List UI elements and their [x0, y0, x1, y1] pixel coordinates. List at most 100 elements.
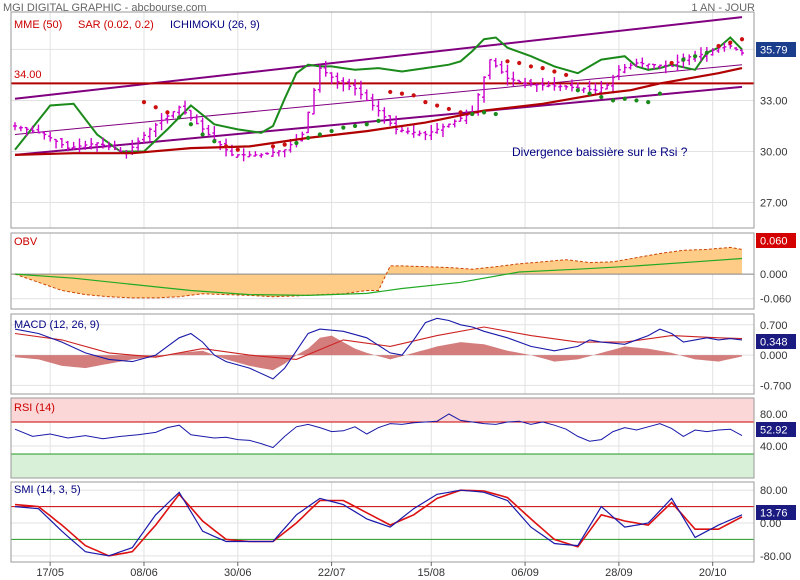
legend-sar: SAR (0.02, 0.2): [78, 19, 154, 31]
y-tick-price-2: 33.00: [760, 95, 788, 107]
sar-dot-40: [634, 98, 639, 103]
sar-dot-35: [575, 88, 580, 93]
sar-dot-47: [716, 43, 721, 49]
sar-dot-24: [446, 106, 451, 112]
sar-dot-46: [704, 50, 709, 55]
sar-dot-17: [364, 122, 369, 127]
obv-panel: [11, 246, 754, 299]
rsi-panel: [11, 413, 754, 455]
y-tick-price-0: 27.00: [760, 197, 788, 209]
y-tick-obv-0: -0.060: [760, 294, 791, 306]
x-tick-6: 28/09: [605, 567, 633, 579]
sar-dot-28: [493, 111, 498, 117]
sar-dot-37: [599, 94, 604, 100]
smi-signal-line: [14, 489, 743, 557]
frame-price: [10, 11, 755, 229]
sar-dot-3: [177, 115, 182, 120]
y-tick-smi-1: 0.00: [760, 518, 781, 530]
obv-last-value: 0.060: [760, 236, 788, 248]
legend-obv: OBV: [14, 236, 38, 248]
sar-dot-42: [657, 91, 663, 96]
sar-dot-10: [282, 142, 287, 147]
y-tick-rsi-0: 40.00: [760, 441, 788, 453]
macd-histogram: [15, 335, 742, 371]
macd-line: [14, 317, 743, 380]
chart-title: MGI DIGITAL GRAPHIC - abcbourse.com: [3, 2, 207, 14]
sar-dot-2: [165, 110, 170, 115]
obv-signal-line: [14, 257, 743, 297]
macd-signal-line: [14, 326, 743, 360]
smi-last-value: 13.76: [760, 508, 788, 520]
annotation-text: Divergence baissière sur le Rsi ?: [512, 145, 688, 159]
sar-dot-12: [306, 135, 311, 140]
sar-dot-23: [435, 103, 440, 108]
sar-dot-7: [223, 144, 229, 149]
mme-line: [14, 67, 743, 156]
x-tick-4: 15/08: [418, 567, 446, 579]
x-tick-1: 08/06: [130, 567, 158, 579]
sar-dot-29: [505, 59, 510, 64]
frame-macd: [10, 313, 755, 395]
y-tick-macd-1: 0.000: [760, 350, 788, 362]
macd-last-badge: 0.348: [756, 334, 796, 349]
sar-dot-25: [458, 110, 463, 115]
sar-dot-26: [470, 111, 475, 117]
sar-dot-32: [540, 66, 545, 71]
sar-dot-19: [388, 89, 393, 95]
sar-dot-6: [212, 139, 217, 144]
rsi-last-value: 52.92: [760, 425, 788, 437]
legend-ichimoku: ICHIMOKU (26, 9): [170, 19, 260, 31]
sar-dot-27: [481, 110, 487, 115]
sar-dot-21: [411, 93, 416, 98]
rsi-line: [14, 413, 743, 449]
y-tick-smi-0: -80.00: [760, 551, 791, 563]
y-tick-macd-2: 0.700: [760, 320, 788, 332]
price-legend: MME (50) SAR (0.02, 0.2) ICHIMOKU (26, 9…: [14, 19, 260, 31]
price-last-value: 35.79: [760, 45, 788, 57]
rsi-last-badge: 52.92: [756, 422, 796, 437]
ichimoku-line: [14, 36, 743, 153]
sar-dot-18: [376, 118, 381, 123]
obv-last-badge: 0.060: [756, 233, 796, 248]
y-tick-obv-1: 0.000: [760, 269, 788, 281]
obv-line: [14, 246, 743, 299]
y-axis-labels: 27.0030.0033.0036.00-0.0600.000-0.7000.0…: [760, 44, 791, 562]
sar-dot-20: [399, 91, 405, 96]
channel-mid-line: [14, 64, 743, 135]
x-tick-0: 17/05: [36, 567, 64, 579]
sar-dot-13: [317, 132, 322, 137]
x-tick-2: 30/06: [224, 567, 252, 579]
sar-dot-33: [552, 69, 557, 74]
legend-smi: SMI (14, 3, 5): [14, 484, 81, 496]
level-label: 34.00: [14, 69, 42, 81]
rsi-overbought-zone: [11, 398, 754, 422]
sar-dot-43: [669, 60, 674, 66]
macd-panel: [14, 317, 743, 380]
sar-dot-11: [294, 140, 299, 146]
period-label: 1 AN - JOUR: [691, 2, 755, 14]
sar-dot-39: [622, 96, 627, 101]
y-tick-smi-2: 80.00: [760, 485, 788, 497]
channel-upper-line: [14, 16, 743, 100]
y-tick-rsi-1: 80.00: [760, 409, 788, 421]
rsi-oversold-zone: [11, 454, 754, 478]
sar-dot-48: [728, 40, 733, 45]
sar-dot-9: [270, 144, 276, 149]
sar-dot-44: [681, 57, 686, 62]
x-axis: 17/05 08/06 30/06 22/07 15/08 06/09 28/09 20/10: [36, 562, 726, 579]
y-tick-macd-0: -0.700: [760, 380, 791, 392]
obv-area: [15, 247, 742, 298]
sar-dot-5: [200, 132, 205, 137]
sar-dot-38: [610, 98, 616, 103]
price-last-badge: 35.79: [756, 42, 796, 57]
panel-frames: [10, 11, 755, 563]
x-tick-7: 20/10: [699, 567, 727, 579]
sar-dot-31: [528, 64, 534, 69]
frame-rsi: [10, 397, 755, 479]
sar-dot-41: [646, 100, 651, 105]
sar-dot-30: [517, 60, 522, 66]
sar-dot-4: [188, 122, 193, 127]
x-tick-3: 22/07: [318, 567, 346, 579]
macd-last-value: 0.348: [760, 337, 788, 349]
